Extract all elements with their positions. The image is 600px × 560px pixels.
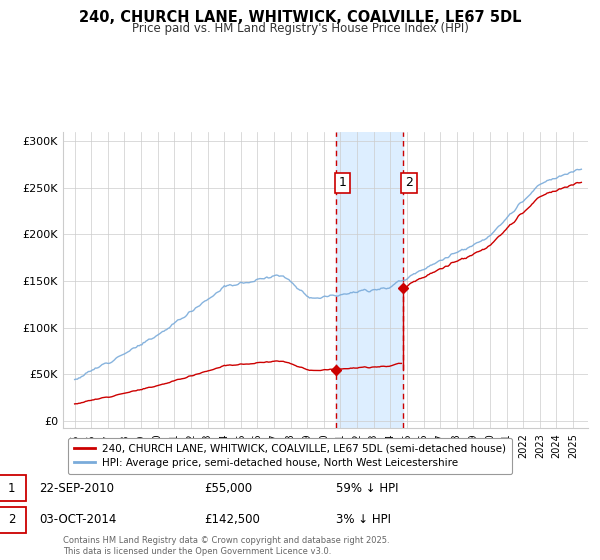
Text: 2: 2 xyxy=(405,176,413,189)
Legend: 240, CHURCH LANE, WHITWICK, COALVILLE, LE67 5DL (semi-detached house), HPI: Aver: 240, CHURCH LANE, WHITWICK, COALVILLE, L… xyxy=(68,437,512,474)
Text: 1: 1 xyxy=(338,176,346,189)
Text: 1: 1 xyxy=(8,482,15,495)
Text: Contains HM Land Registry data © Crown copyright and database right 2025.
This d: Contains HM Land Registry data © Crown c… xyxy=(63,536,389,556)
Text: 240, CHURCH LANE, WHITWICK, COALVILLE, LE67 5DL: 240, CHURCH LANE, WHITWICK, COALVILLE, L… xyxy=(79,10,521,25)
Text: 59% ↓ HPI: 59% ↓ HPI xyxy=(336,482,398,495)
Text: 03-OCT-2014: 03-OCT-2014 xyxy=(39,513,116,526)
Text: 2: 2 xyxy=(8,513,15,526)
Text: £142,500: £142,500 xyxy=(204,513,260,526)
Text: £55,000: £55,000 xyxy=(204,482,252,495)
Bar xyxy=(336,132,403,428)
Text: Price paid vs. HM Land Registry's House Price Index (HPI): Price paid vs. HM Land Registry's House … xyxy=(131,22,469,35)
Text: 22-SEP-2010: 22-SEP-2010 xyxy=(39,482,114,495)
Text: 3% ↓ HPI: 3% ↓ HPI xyxy=(336,513,391,526)
